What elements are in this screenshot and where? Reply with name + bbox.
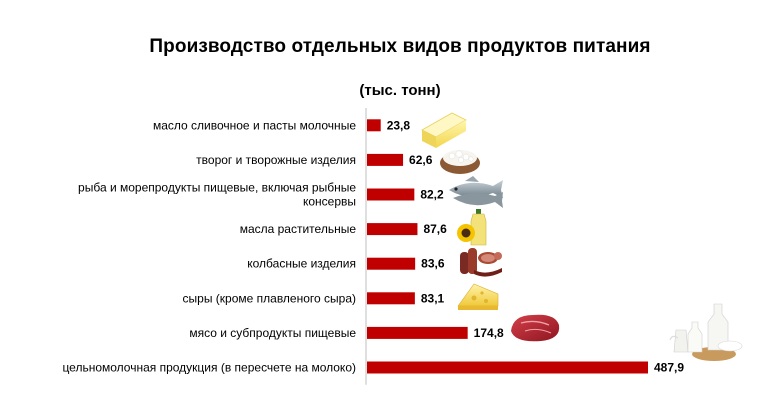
meat-icon (511, 314, 560, 342)
bar-1 (367, 153, 404, 166)
value-label-5: 83,1 (421, 291, 445, 305)
dairy-icon (669, 303, 743, 361)
bar-2 (367, 188, 415, 201)
fish-icon (449, 176, 503, 208)
bar-7 (367, 361, 648, 374)
bar-0 (367, 119, 381, 132)
value-label-4: 83,6 (421, 257, 445, 271)
bar-5 (367, 292, 415, 305)
category-label-0: масло сливочное и пасты молочные (153, 118, 356, 132)
chart-title: Производство отдельных видов продуктов п… (149, 36, 651, 57)
value-label-3: 87,6 (423, 222, 447, 236)
category-label-7: цельномолочная продукция (в пересчете на… (62, 361, 356, 375)
category-label-5: сыры (кроме плавленого сыра) (183, 291, 356, 305)
category-label-6: мясо и субпродукты пищевые (189, 326, 356, 340)
value-label-7: 487,9 (654, 361, 684, 375)
value-label-2: 82,2 (420, 188, 444, 202)
category-label-1: творог и творожные изделия (196, 153, 356, 167)
chart-subtitle: (тыс. тонн) (359, 82, 441, 99)
cottage-cheese-icon (440, 150, 480, 174)
sausage-icon (460, 248, 502, 277)
category-label-4: колбасные изделия (247, 257, 356, 271)
category-label-2-line-0: рыба и морепродукты пищевые, включая рыб… (78, 181, 356, 195)
value-label-6: 174,8 (474, 326, 504, 340)
sunflower-oil-icon (457, 209, 487, 246)
value-label-1: 62,6 (409, 153, 433, 167)
cheese-icon (457, 283, 499, 310)
bar-4 (367, 257, 416, 270)
butter-icon (421, 112, 467, 148)
category-label-2-line-1: консервы (303, 195, 356, 209)
bar-3 (367, 223, 418, 236)
value-label-0: 23,8 (387, 118, 411, 132)
category-label-3: масла растительные (240, 222, 357, 236)
bar-6 (367, 326, 468, 339)
